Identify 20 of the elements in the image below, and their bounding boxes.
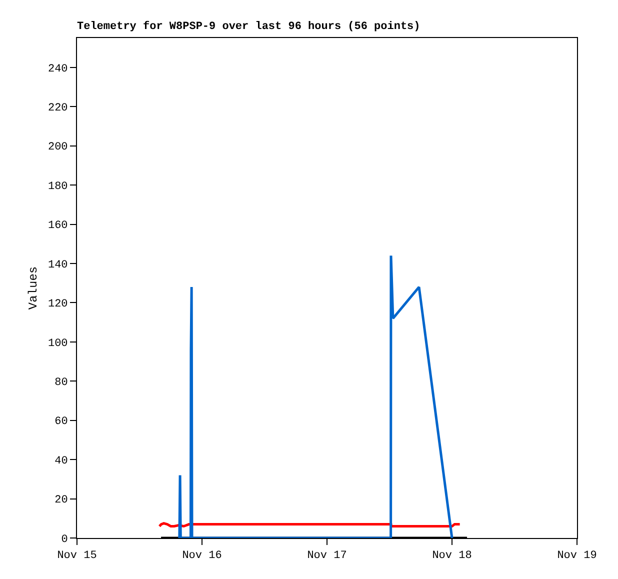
y-tick-label: 20 xyxy=(54,494,68,507)
y-tick-label: 200 xyxy=(48,142,68,154)
y-axis-title: Values xyxy=(26,266,40,310)
chart-title: Telemetry for W8PSP-9 over last 96 hours (56 points) xyxy=(77,20,420,33)
y-tick-label: 180 xyxy=(48,180,68,193)
y-tick-label: 40 xyxy=(54,455,68,468)
x-tick-label: Nov 19 xyxy=(557,550,597,562)
y-tick-label: 120 xyxy=(48,298,68,311)
x-tick-label: Nov 15 xyxy=(57,550,97,562)
y-tick-label: 0 xyxy=(61,534,68,546)
y-tick-label: 80 xyxy=(54,376,68,389)
x-tick-label: Nov 16 xyxy=(182,550,222,562)
y-tick-label: 60 xyxy=(54,416,68,428)
x-tick-label: Nov 18 xyxy=(432,550,472,562)
y-tick-label: 160 xyxy=(48,220,68,232)
y-tick-label: 240 xyxy=(48,63,68,76)
y-tick-label: 140 xyxy=(48,259,68,272)
y-tick-label: 100 xyxy=(48,338,68,350)
x-tick-label: Nov 17 xyxy=(307,550,347,562)
y-tick-label: 220 xyxy=(48,102,68,114)
